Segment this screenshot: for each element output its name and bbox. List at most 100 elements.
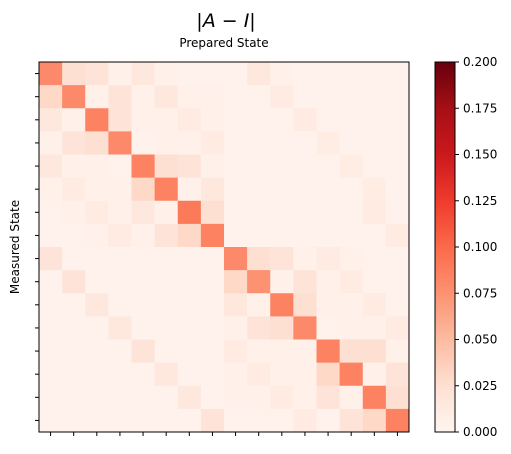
heatmap-cell (85, 154, 109, 179)
heatmap-cell (200, 339, 225, 364)
heatmap-cell (177, 62, 202, 86)
plot-frame (38, 61, 410, 433)
heatmap-cell (200, 131, 225, 155)
heatmap-cell (131, 200, 156, 225)
heatmap-cell (247, 108, 271, 132)
colorbar-ticks: 0.000 0.025 0.050 0.075 0.100 0.125 0.150 0.175… (455, 55, 497, 439)
heatmap-cell (39, 339, 63, 364)
heatmap-cell (39, 270, 63, 294)
heatmap-cell (39, 154, 63, 179)
heatmap-cell (154, 200, 179, 225)
heatmap-cell (339, 362, 364, 387)
heatmap-cell (293, 223, 317, 248)
heatmap-cell (385, 270, 410, 294)
colorbar-tick-label: 0.200 (463, 55, 497, 69)
heatmap-cell (316, 362, 341, 387)
heatmap-cell (362, 362, 387, 387)
heatmap-cell (247, 362, 271, 387)
heatmap-cell (385, 316, 410, 340)
heatmap-cell (293, 385, 317, 410)
heatmap-cell (39, 408, 63, 433)
heatmap-cell (108, 85, 132, 109)
heatmap-cell (39, 177, 63, 202)
heatmap-cell (85, 177, 109, 202)
colorbar-tick-label: 0.125 (463, 194, 497, 208)
heatmap-cell (177, 408, 202, 433)
heatmap-cell (154, 177, 179, 202)
heatmap-cell (293, 62, 317, 86)
heatmap-cell (177, 177, 202, 202)
y-axis-label: Measured State (8, 200, 22, 294)
heatmap-cell (362, 385, 387, 410)
heatmap-cell (131, 62, 156, 86)
heatmap-cell (177, 85, 202, 109)
heatmap-cell (339, 85, 364, 109)
heatmap-cell (293, 154, 317, 179)
heatmap-cell (339, 177, 364, 202)
heatmap-cell (131, 85, 156, 109)
heatmap-cell (177, 293, 202, 317)
heatmap-cell (362, 247, 387, 271)
heatmap-cell (200, 362, 225, 387)
heatmap-cell (270, 270, 294, 294)
heatmap-cell (339, 131, 364, 155)
heatmap-cell (39, 385, 63, 410)
heatmap-cell (154, 131, 179, 155)
heatmap-cell (247, 408, 271, 433)
heatmap-cell (362, 223, 387, 248)
heatmap-cell (247, 200, 271, 225)
heatmap-cell (177, 200, 202, 225)
heatmap-cell (270, 62, 294, 86)
heatmap-cell (131, 293, 156, 317)
heatmap-cell (339, 108, 364, 132)
colorbar-tick-label: 0.100 (463, 240, 497, 254)
heatmap-cell (362, 62, 387, 86)
heatmap-cell (39, 62, 63, 86)
heatmap-cell (293, 200, 317, 225)
heatmap-cell (270, 408, 294, 433)
heatmap-cell (200, 223, 225, 248)
heatmap-cell (247, 339, 271, 364)
heatmap-cell (85, 108, 109, 132)
heatmap-cell (39, 293, 63, 317)
heatmap-cell (270, 316, 294, 340)
heatmap-cell (131, 316, 156, 340)
heatmap-cell (200, 408, 225, 433)
heatmap-cell (247, 62, 271, 86)
colorbar-tick-label: 0.075 (463, 286, 497, 300)
heatmap-cell (200, 270, 225, 294)
heatmap-cell (62, 339, 86, 364)
heatmap-cell (339, 154, 364, 179)
heatmap-cell (108, 408, 132, 433)
heatmap-cell (131, 177, 156, 202)
heatmap-cell (85, 247, 109, 271)
heatmap-cell (247, 85, 271, 109)
heatmap-cell (316, 108, 341, 132)
heatmap-cell (339, 247, 364, 271)
heatmap-cell (270, 200, 294, 225)
heatmap-cell (108, 293, 132, 317)
heatmap-cell (108, 154, 132, 179)
heatmap-cell (177, 385, 202, 410)
heatmap-cell (385, 293, 410, 317)
heatmap-cell (108, 62, 132, 86)
heatmap-cell (247, 131, 271, 155)
heatmap-cell (270, 108, 294, 132)
heatmap-cell (85, 316, 109, 340)
heatmap-cell (108, 339, 132, 364)
heatmap-cell (108, 385, 132, 410)
heatmap-cell (293, 177, 317, 202)
heatmap-cell (85, 85, 109, 109)
heatmap-cell (247, 270, 271, 294)
heatmap-cell (339, 339, 364, 364)
heatmap-cell (293, 108, 317, 132)
heatmap-cell (62, 247, 86, 271)
heatmap-cell (108, 200, 132, 225)
heatmap-cell (200, 62, 225, 86)
heatmap-cell (62, 62, 86, 86)
heatmap-cell (362, 200, 387, 225)
heatmap-cell (177, 316, 202, 340)
heatmap-cell (247, 223, 271, 248)
heatmap-cell (85, 223, 109, 248)
